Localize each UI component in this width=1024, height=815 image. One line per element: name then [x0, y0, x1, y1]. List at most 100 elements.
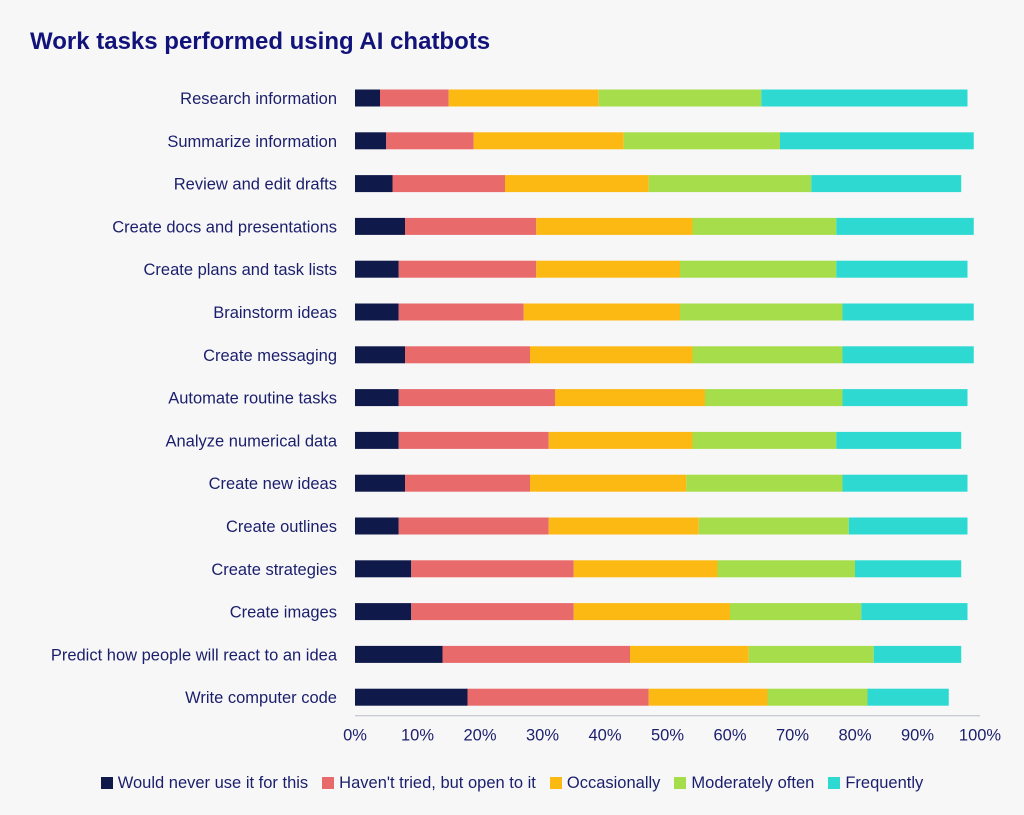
bar-segment [411, 603, 574, 621]
category-label: Create plans and task lists [143, 261, 337, 279]
bar-segment [680, 303, 843, 321]
legend-item: Haven't tried, but open to it [322, 774, 536, 793]
bar-segment [405, 346, 530, 364]
bar-segment [855, 560, 962, 578]
bar-segment [355, 560, 412, 578]
bar-segment [861, 603, 968, 621]
bar-segment [355, 603, 412, 621]
bar-segment [836, 260, 968, 278]
x-tick-label: 0% [343, 727, 367, 745]
bar-segment [355, 303, 399, 321]
bar-segment [405, 217, 537, 235]
x-tick-label: 20% [463, 727, 496, 745]
bar-segment [811, 175, 962, 193]
category-label: Create new ideas [209, 475, 337, 493]
bar-segment [355, 132, 387, 150]
legend-swatch [100, 777, 113, 789]
bar-segment [505, 175, 649, 193]
category-label: Review and edit drafts [174, 176, 337, 194]
bar-segment [630, 645, 749, 663]
category-label: Create strategies [211, 561, 337, 579]
bar-segment [467, 688, 649, 706]
category-label: Create messaging [203, 347, 337, 365]
bar-segment [767, 688, 868, 706]
x-axis: 0% 10% 20% 30% 40% 50% 60% 70% 80% 90% 100% [343, 715, 1002, 745]
bar-segment [355, 346, 405, 364]
bar-segment [355, 474, 405, 492]
legend-item: Moderately often [674, 774, 814, 793]
legend-label: Moderately often [691, 773, 815, 792]
bar-segment [448, 89, 599, 107]
bar-segment [411, 560, 574, 578]
bar-segment [623, 132, 780, 150]
bar-segment [648, 688, 768, 706]
bar-segment [598, 89, 762, 107]
bar-segment [848, 517, 968, 535]
bar-segment [405, 474, 530, 492]
bar-segment [761, 89, 968, 107]
stacked-bar-chart: Research information Summarize informatio… [51, 89, 1002, 745]
category-label: Create outlines [226, 518, 337, 536]
bar-segment [355, 517, 399, 535]
legend-item: Would never use it for this [100, 774, 308, 793]
bar-segment [705, 389, 843, 407]
legend-item: Occasionally [549, 773, 661, 793]
bar-segment [530, 474, 687, 492]
legend-label: Frequently [845, 773, 924, 792]
bar-segment [386, 132, 474, 150]
bar-segment [355, 217, 405, 235]
bar-segment [698, 517, 849, 535]
bar-segment [842, 389, 968, 407]
x-tick-label: 40% [588, 727, 621, 745]
category-label: Create docs and presentations [112, 218, 337, 236]
bar-segment [555, 389, 705, 407]
bar-segment [842, 346, 974, 364]
legend-swatch [322, 777, 335, 789]
bar-segment [748, 645, 874, 663]
legend-label: Occasionally [566, 773, 661, 792]
category-label: Automate routine tasks [168, 390, 337, 408]
bar-segment [398, 389, 555, 407]
bar-segment [398, 260, 537, 278]
legend-item: Frequently [828, 774, 923, 793]
bar-segment [355, 175, 393, 193]
legend: Would never use it for this Haven't tried… [0, 770, 1024, 796]
bar-segment [536, 260, 680, 278]
bar-segment [355, 389, 399, 407]
category-label: Brainstorm ideas [213, 304, 337, 322]
category-labels: Research information Summarize informatio… [51, 90, 338, 707]
bar-segment [442, 645, 630, 663]
bar-segment [836, 217, 974, 235]
bar-segment [842, 474, 968, 492]
x-tick-label: 50% [651, 727, 684, 745]
category-label: Write computer code [185, 689, 337, 707]
bar-segment [717, 560, 855, 578]
category-label: Research information [180, 90, 337, 108]
x-tick-label: 30% [526, 727, 559, 745]
legend-swatch [828, 777, 841, 789]
chart-title: Work tasks performed using AI chatbots [30, 28, 491, 55]
bar-segment [648, 175, 812, 193]
bar-segment [355, 688, 468, 706]
x-tick-label: 60% [713, 727, 746, 745]
x-tick-label: 100% [959, 727, 1002, 745]
category-label: Summarize information [167, 133, 337, 151]
bar-segment [473, 132, 624, 150]
bar-segment [573, 560, 718, 578]
bar-segment [780, 132, 974, 150]
legend-swatch [549, 777, 562, 789]
bar-segment [398, 303, 524, 321]
bar-segment [548, 517, 699, 535]
bar-segment [398, 517, 549, 535]
category-label: Create images [230, 604, 337, 622]
bar-segment [867, 688, 949, 706]
bar-segment [730, 603, 862, 621]
bar-segment [692, 346, 843, 364]
bar-segment [548, 431, 693, 449]
bar-segment [355, 645, 443, 663]
bar-segment [355, 89, 380, 107]
bar-segment [523, 303, 680, 321]
x-tick-label: 70% [776, 727, 809, 745]
bar-segment [380, 89, 449, 107]
